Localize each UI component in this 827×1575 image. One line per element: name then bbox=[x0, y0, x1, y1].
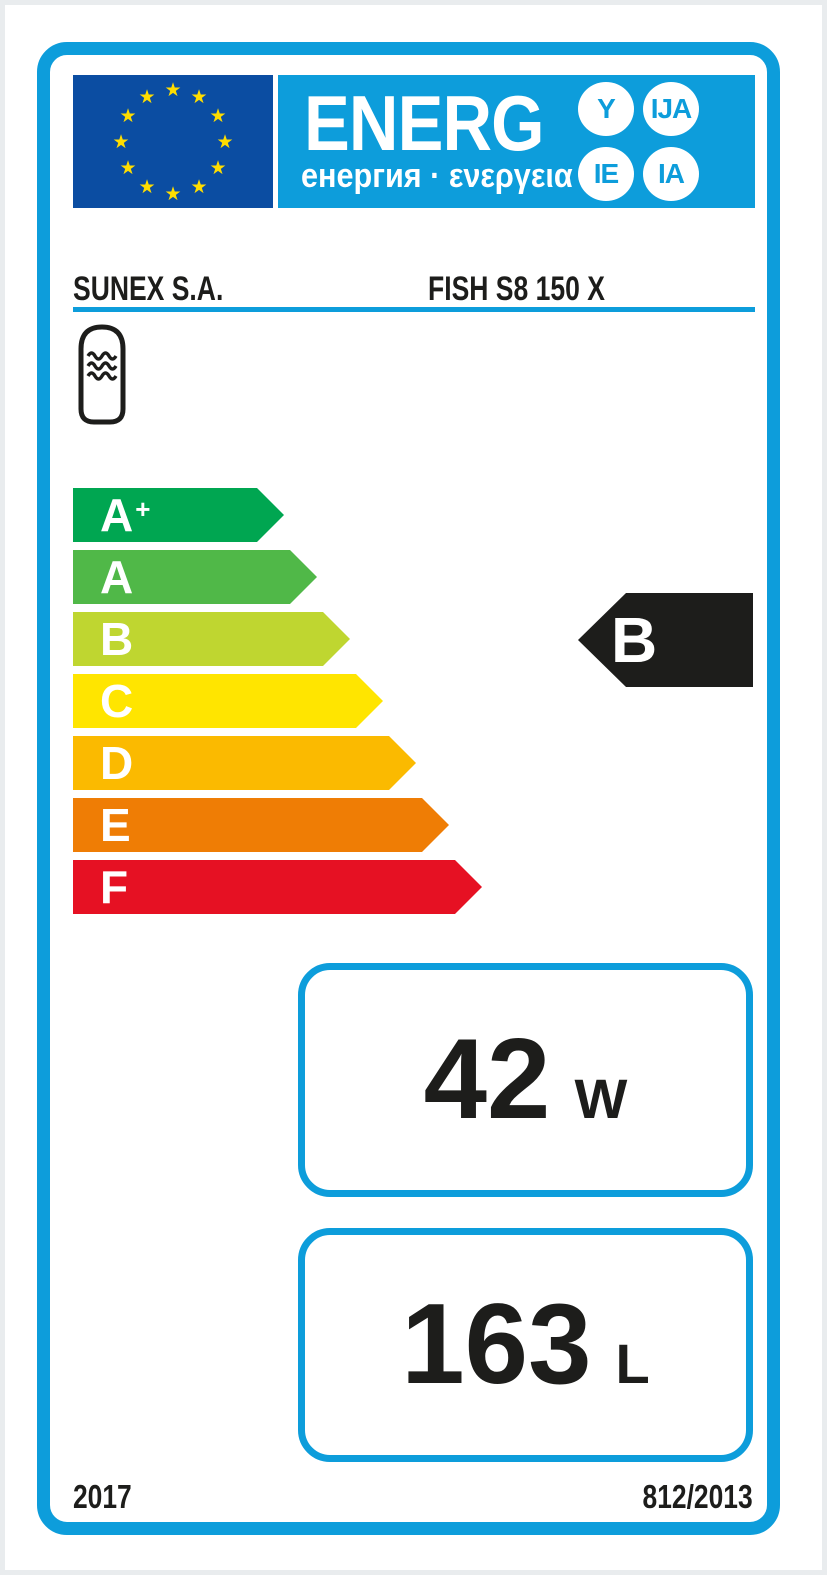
rating-indicator-arrow: B bbox=[578, 593, 753, 687]
scale-arrow-a: A bbox=[73, 550, 317, 604]
label-border bbox=[37, 42, 780, 1535]
volume-value: 163 bbox=[401, 1281, 592, 1408]
regulation-number: 812/2013 bbox=[642, 1478, 753, 1515]
svg-text:★: ★ bbox=[209, 157, 226, 179]
grade-label: F bbox=[100, 861, 129, 913]
svg-text:★: ★ bbox=[190, 176, 207, 198]
svg-text:★: ★ bbox=[209, 105, 226, 127]
scale-arrow-f: F bbox=[73, 860, 482, 914]
energ-logo-panel: ENERG енергия · ενεργεια Y IJA IE IA bbox=[278, 75, 755, 208]
bubble-text: IE bbox=[593, 158, 619, 189]
grade-label: A+ bbox=[100, 489, 151, 541]
model-identifier: FISH S8 150 X bbox=[428, 270, 605, 308]
energ-logo-subtitle: енергия · ενεργεια bbox=[301, 157, 573, 195]
standby-power-box: 42 W bbox=[298, 963, 753, 1197]
storage-volume-box: 163 L bbox=[298, 1228, 753, 1462]
water-heater-tank-icon bbox=[78, 324, 126, 425]
grade-label: C bbox=[100, 675, 134, 727]
grade-label: B bbox=[100, 613, 134, 665]
svg-text:★: ★ bbox=[119, 157, 136, 179]
language-suffix-bubble: IE bbox=[578, 147, 634, 201]
svg-text:★: ★ bbox=[112, 131, 129, 153]
svg-text:★: ★ bbox=[138, 176, 155, 198]
scale-arrow-b: B bbox=[73, 612, 350, 666]
svg-text:★: ★ bbox=[216, 131, 233, 153]
svg-text:★: ★ bbox=[164, 79, 181, 101]
power-value: 42 bbox=[423, 1016, 551, 1143]
language-suffix-bubble: IA bbox=[643, 147, 699, 201]
bubble-text: Y bbox=[597, 93, 616, 124]
label-year: 2017 bbox=[73, 1478, 132, 1515]
bubble-text: IJA bbox=[650, 93, 693, 124]
scale-arrow-a-plus: A+ bbox=[73, 488, 284, 542]
efficiency-scale: A+ A B C D E F bbox=[73, 488, 482, 914]
scale-arrow-d: D bbox=[73, 736, 416, 790]
grade-label: D bbox=[100, 737, 134, 789]
svg-text:★: ★ bbox=[119, 105, 136, 127]
rating-grade: B bbox=[611, 604, 658, 676]
svg-text:★: ★ bbox=[164, 183, 181, 205]
power-unit: W bbox=[574, 1067, 628, 1130]
energ-logo-word: ENERG bbox=[304, 79, 545, 167]
supplier-name: SUNEX S.A. bbox=[73, 270, 224, 308]
volume-unit: L bbox=[615, 1332, 650, 1395]
grade-label: A bbox=[100, 551, 134, 603]
eu-flag-stars: ★ ★★ ★★★ ★★★ ★★★ bbox=[112, 79, 233, 205]
language-suffix-bubble: Y bbox=[578, 82, 634, 136]
scale-arrow-c: C bbox=[73, 674, 383, 728]
grade-label: E bbox=[100, 799, 131, 851]
bubble-text: IA bbox=[658, 158, 685, 189]
language-suffix-bubble: IJA bbox=[643, 82, 699, 136]
eu-flag-icon: ★ ★ ★ ★ ★ ★ ★ ★ ★ ★ ★ ★ bbox=[73, 75, 273, 208]
svg-text:★: ★ bbox=[190, 86, 207, 108]
scale-arrow-e: E bbox=[73, 798, 449, 852]
header-divider bbox=[73, 307, 755, 312]
svg-text:★: ★ bbox=[138, 86, 155, 108]
